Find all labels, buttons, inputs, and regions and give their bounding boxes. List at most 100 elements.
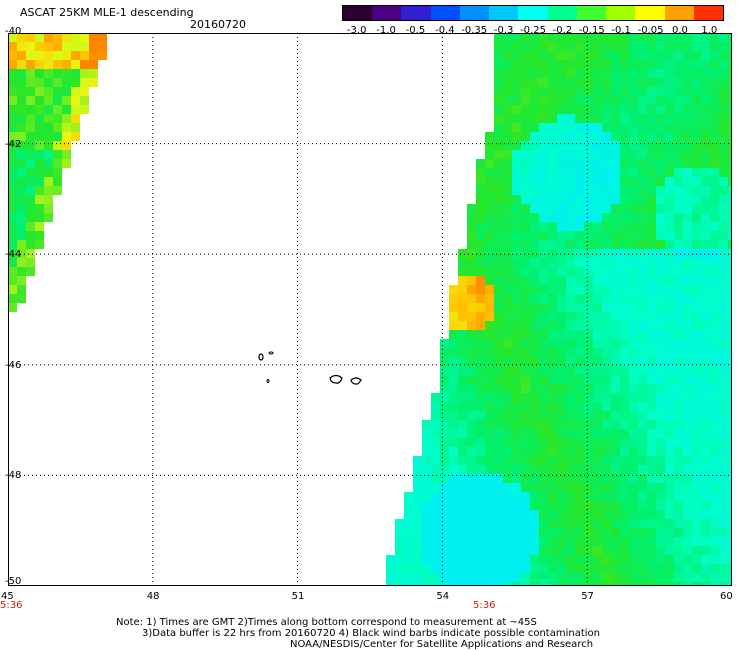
color-swatch: [693, 6, 724, 20]
wind-cell: [611, 222, 620, 231]
wind-cell: [431, 501, 440, 510]
wind-cell: [548, 429, 557, 438]
wind-cell: [692, 195, 701, 204]
wind-cell: [584, 42, 593, 51]
wind-cell: [557, 501, 566, 510]
wind-cell: [476, 447, 485, 456]
wind-cell: [620, 393, 629, 402]
wind-cell: [674, 141, 683, 150]
wind-cell: [503, 492, 512, 501]
wind-cell: [17, 132, 26, 141]
wind-cell: [449, 285, 458, 294]
wind-cell: [692, 528, 701, 537]
wind-cell: [647, 501, 656, 510]
wind-cell: [692, 573, 701, 582]
wind-cell: [440, 411, 449, 420]
wind-cell: [17, 96, 26, 105]
wind-cell: [629, 87, 638, 96]
wind-cell: [566, 123, 575, 132]
wind-cell: [467, 546, 476, 555]
wind-cell: [548, 420, 557, 429]
wind-cell: [683, 186, 692, 195]
wind-cell: [566, 492, 575, 501]
wind-cell: [494, 150, 503, 159]
wind-cell: [503, 357, 512, 366]
wind-cell: [476, 321, 485, 330]
wind-cell: [575, 276, 584, 285]
wind-cell: [440, 465, 449, 474]
wind-cell: [611, 303, 620, 312]
wind-cell: [62, 159, 71, 168]
note-line-2: 3)Data buffer is 22 hrs from 20160720 4)…: [142, 628, 600, 639]
wind-cell: [710, 528, 719, 537]
wind-cell: [692, 564, 701, 573]
wind-cell: [656, 186, 665, 195]
wind-cell: [17, 240, 26, 249]
wind-cell: [467, 339, 476, 348]
wind-cell: [629, 96, 638, 105]
wind-cell: [710, 312, 719, 321]
wind-cell: [710, 78, 719, 87]
wind-cell: [557, 240, 566, 249]
wind-cell: [404, 555, 413, 564]
wind-cell: [692, 366, 701, 375]
wind-cell: [512, 303, 521, 312]
wind-cell: [656, 330, 665, 339]
wind-cell: [503, 294, 512, 303]
wind-cell: [575, 474, 584, 483]
wind-cell: [431, 555, 440, 564]
wind-cell: [701, 285, 710, 294]
wind-cell: [674, 501, 683, 510]
wind-cell: [494, 69, 503, 78]
wind-cell: [530, 492, 539, 501]
wind-cell: [548, 402, 557, 411]
wind-cell: [602, 402, 611, 411]
wind-cell: [611, 177, 620, 186]
wind-cell: [53, 96, 62, 105]
wind-cell: [557, 537, 566, 546]
wind-cell: [566, 375, 575, 384]
wind-cell: [584, 96, 593, 105]
wind-cell: [665, 555, 674, 564]
wind-cell: [638, 528, 647, 537]
wind-cell: [449, 528, 458, 537]
wind-cell: [521, 249, 530, 258]
wind-cell: [593, 528, 602, 537]
wind-cell: [89, 51, 98, 60]
wind-cell: [611, 519, 620, 528]
wind-cell: [701, 249, 710, 258]
wind-cell: [728, 492, 732, 501]
wind-cell: [413, 501, 422, 510]
wind-cell: [539, 303, 548, 312]
wind-cell: [467, 231, 476, 240]
wind-cell: [584, 456, 593, 465]
wind-cell: [566, 582, 575, 586]
wind-cell: [503, 573, 512, 582]
wind-cell: [575, 456, 584, 465]
wind-cell: [386, 582, 395, 586]
wind-cell: [62, 105, 71, 114]
wind-cell: [440, 582, 449, 586]
wind-cell: [404, 492, 413, 501]
wind-cell: [701, 528, 710, 537]
wind-cell: [44, 33, 53, 42]
wind-cell: [719, 456, 728, 465]
wind-cell: [575, 375, 584, 384]
wind-cell: [476, 330, 485, 339]
wind-cell: [8, 186, 17, 195]
wind-cell: [440, 564, 449, 573]
wind-cell: [35, 240, 44, 249]
wind-cell: [728, 141, 732, 150]
wind-cell: [674, 375, 683, 384]
wind-cell: [26, 240, 35, 249]
wind-cell: [701, 141, 710, 150]
wind-cell: [44, 132, 53, 141]
wind-cell: [26, 141, 35, 150]
wind-cell: [539, 483, 548, 492]
wind-cell: [602, 60, 611, 69]
wind-cell: [467, 582, 476, 586]
wind-cell: [566, 249, 575, 258]
wind-cell: [593, 204, 602, 213]
wind-cell: [656, 447, 665, 456]
wind-cell: [611, 420, 620, 429]
